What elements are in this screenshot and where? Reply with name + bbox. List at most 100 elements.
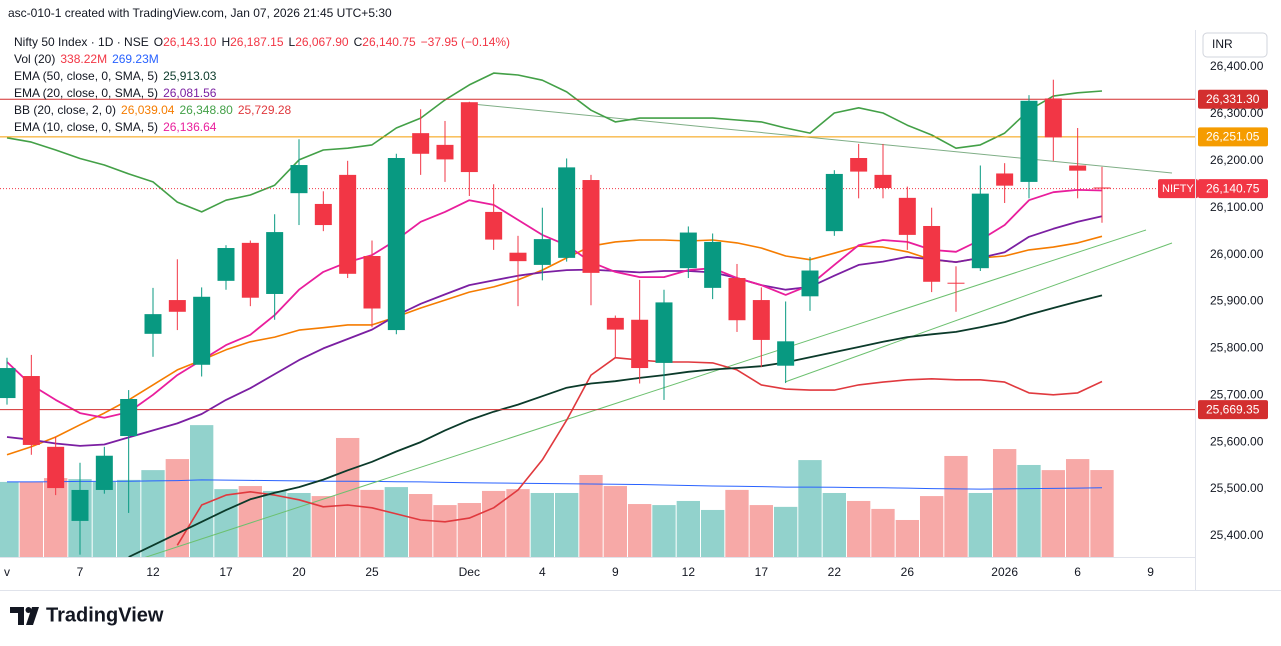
candle-body (996, 173, 1014, 186)
ohlc-letter: H (221, 35, 231, 49)
volume-bar (408, 494, 433, 557)
volume-bar (603, 486, 627, 557)
volume-bar (43, 478, 68, 557)
candle-body (533, 239, 551, 265)
line (128, 294, 1103, 557)
candle-body (971, 193, 989, 269)
candle-body (363, 255, 381, 309)
candle-body (631, 319, 649, 369)
volume-bar (311, 496, 335, 557)
candle-body (387, 157, 405, 331)
candle-body (582, 180, 600, 273)
indicator-name: EMA (20, close, 0, SMA, 5) (14, 86, 159, 100)
legend-row: Vol (20) 338.22M 269.23M (14, 51, 515, 68)
candle-body (412, 133, 430, 154)
candle-body (509, 252, 527, 262)
volume-bar (116, 479, 141, 557)
candle-body (704, 241, 722, 288)
y-tick-label: 26,200.00 (1210, 153, 1264, 167)
indicator-value: 26,136.64 (163, 120, 217, 134)
indicator-value: 26,081.56 (163, 86, 217, 100)
candle-body (266, 232, 284, 294)
candles (0, 79, 1111, 555)
indicator-name: EMA (50, close, 0, SMA, 5) (14, 69, 159, 83)
candle-body (120, 398, 138, 437)
change: −37.95 (−0.14%) (420, 35, 511, 49)
y-tick-label: 25,900.00 (1210, 294, 1264, 308)
level-badge (1198, 89, 1268, 109)
x-tick-label: 17 (219, 565, 233, 579)
candle-body (485, 211, 503, 240)
candle-body (898, 197, 916, 235)
volume-name: Vol (20) (14, 52, 56, 66)
volume-bar (652, 505, 676, 557)
x-tick-label: 26 (901, 565, 915, 579)
axes: 25,400.00 25,500.00 25,600.00 25,700.00 25,8… (4, 59, 1264, 579)
legend-row: BB (20, close, 2, 0) 26,039.04 26,348.80 25… (14, 102, 515, 119)
x-tick-label: 7 (77, 565, 84, 579)
volume-bar (262, 490, 287, 557)
line (6, 235, 1103, 456)
volume-bar (919, 496, 944, 557)
candle-body (850, 157, 868, 172)
logo-icon (10, 607, 24, 625)
candle-body (923, 225, 941, 282)
legend-row: EMA (10, close, 0, SMA, 5) 26,136.64 (14, 119, 515, 136)
trend-line (784, 242, 1173, 383)
symbol: Nifty 50 Index · 1D · NSE (14, 35, 149, 49)
x-tick-label: 12 (146, 565, 160, 579)
logo-icon (25, 607, 32, 613)
candle-body (47, 446, 65, 489)
x-tick-label: 2026 (991, 565, 1018, 579)
line (7, 479, 1103, 490)
candle-body (22, 376, 40, 445)
candle-body (193, 296, 211, 365)
x-tick-label: Dec (459, 565, 480, 579)
candle-body (679, 232, 697, 269)
volume-bar (141, 470, 165, 557)
x-tick-label: 9 (1147, 565, 1154, 579)
line (6, 189, 1103, 419)
indicator-value: 25,729.28 (237, 103, 292, 117)
volume-bar (457, 503, 481, 557)
level-badge (1198, 400, 1268, 420)
volume-bar (773, 506, 798, 557)
volume-bar (384, 487, 408, 557)
last-price-badge (1198, 179, 1268, 199)
candle-body (95, 455, 113, 490)
volume-bar (579, 474, 603, 557)
logo-icon (26, 607, 39, 625)
currency-box[interactable] (1202, 32, 1268, 58)
volume-bar (895, 519, 919, 557)
volume-bar (1017, 464, 1041, 557)
candle-body (290, 165, 308, 194)
x-tick-label: 9 (612, 565, 619, 579)
volume-bar (92, 481, 116, 557)
volume-bar (798, 460, 822, 557)
volume-value: 338.22M (60, 52, 108, 66)
y-tick-label: 25,500.00 (1210, 481, 1264, 495)
candle-body (728, 278, 746, 321)
volume-bar (822, 492, 846, 557)
indicator-value: 26,039.04 (121, 103, 175, 117)
symbol-label: NIFTY (1162, 183, 1194, 195)
x-tick-label: 25 (365, 565, 379, 579)
volume-bar (1041, 470, 1065, 557)
indicator-name: BB (20, close, 2, 0) (14, 103, 117, 117)
last-price-label: 26,140.75 (1206, 181, 1260, 195)
ohlc-value: 26,140.75 (362, 35, 416, 49)
y-tick-label: 25,600.00 (1210, 434, 1264, 448)
volume-bar (433, 505, 457, 557)
volume-bar (189, 425, 214, 557)
x-tick-label: 20 (292, 565, 306, 579)
candle-body (217, 248, 235, 281)
candle-body (1093, 187, 1111, 189)
indicator-lines (6, 72, 1103, 557)
candle-body (1020, 100, 1038, 182)
candle-body (777, 341, 795, 366)
y-tick-label: 26,100.00 (1210, 200, 1264, 214)
legend-row: EMA (20, close, 0, SMA, 5) 26,081.56 (14, 85, 515, 102)
candle-body (874, 174, 892, 189)
volume-bar (627, 504, 652, 557)
